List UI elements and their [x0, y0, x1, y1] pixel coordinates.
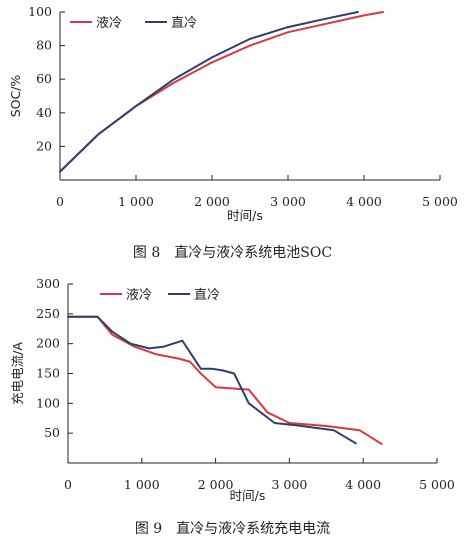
- soc-chart: 0 1 000 2 000 3 000 4 000 5 000 20 40 60 80 100 时间/…: [8, 4, 458, 223]
- current-legend-label-liquid: 液冷: [126, 288, 152, 303]
- current-x-tick-label: 2 000: [198, 477, 234, 492]
- current-y-tick-label: 150: [36, 366, 60, 381]
- current-x-axis-label: 时间/s: [230, 488, 266, 503]
- soc-y-axis-label: SOC/%: [8, 75, 23, 118]
- current-x-tick-label: 5 000: [419, 477, 455, 492]
- soc-x-tick-label: 0: [56, 194, 64, 209]
- current-legend-label-direct: 直冷: [194, 288, 220, 303]
- soc-x-tick-label: 4 000: [346, 194, 382, 209]
- current-x-tick-label: 1 000: [124, 477, 160, 492]
- soc-x-tick-label: 2 000: [194, 194, 230, 209]
- soc-y-tick-label: 80: [36, 38, 52, 53]
- current-y-axis-label: 充电电流/A: [10, 342, 25, 405]
- current-x-tick-label: 0: [64, 477, 72, 492]
- soc-series-line-liquid: [59, 11, 384, 173]
- current-figure-caption: 图 9 直冷与液冷系统充电电流: [134, 521, 331, 537]
- soc-y-tick-label: 100: [28, 4, 52, 19]
- current-y-tick-label: 50: [44, 425, 60, 440]
- current-y-tick-label: 200: [36, 336, 60, 351]
- current-chart: 0 1 000 2 000 3 000 4 000 5 000 50 100 150 200 250…: [10, 276, 455, 503]
- soc-y-tick-label: 40: [36, 105, 52, 120]
- current-y-tick-label: 250: [36, 306, 60, 321]
- soc-x-axis-label: 时间/s: [227, 208, 263, 223]
- current-x-tick-label: 4 000: [345, 477, 381, 492]
- soc-legend-label-liquid: 液冷: [96, 16, 122, 31]
- soc-legend-label-direct: 直冷: [171, 16, 197, 31]
- current-figure: 0 1 000 2 000 3 000 4 000 5 000 50 100 150 200 250…: [0, 272, 465, 543]
- current-series-line-direct: [67, 315, 357, 445]
- soc-y-tick-label: 20: [36, 138, 52, 153]
- current-y-tick-label: 300: [36, 276, 60, 291]
- soc-series-line-direct: [59, 11, 359, 173]
- current-x-tick-label: 3 000: [272, 477, 308, 492]
- soc-figure-caption: 图 8 直冷与液冷系统电池SOC: [132, 245, 333, 261]
- current-series-line-liquid: [67, 315, 383, 445]
- soc-y-tick-label: 60: [36, 71, 52, 86]
- soc-figure: 0 1 000 2 000 3 000 4 000 5 000 20 40 60 80 100 时间/…: [0, 0, 465, 268]
- current-y-tick-label: 100: [36, 395, 60, 410]
- soc-x-tick-label: 5 000: [422, 194, 458, 209]
- soc-x-tick-label: 1 000: [118, 194, 154, 209]
- soc-x-tick-label: 3 000: [270, 194, 306, 209]
